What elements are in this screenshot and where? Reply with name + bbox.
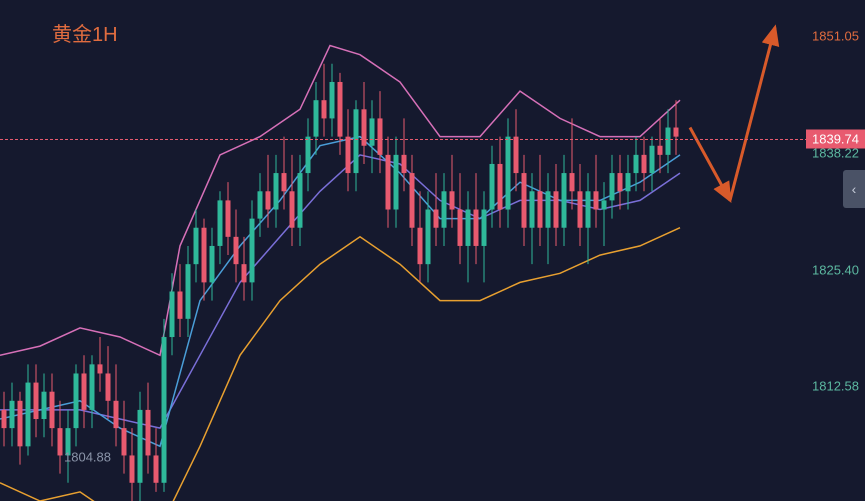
chart-canvas (0, 0, 865, 501)
candlestick-chart: 黄金1H 1851.051838.221825.401812.58 1839.7… (0, 0, 865, 501)
expand-panel-button[interactable]: ‹ (843, 170, 865, 208)
current-price-badge: 1839.74 (806, 130, 865, 149)
y-axis-tick: 1812.58 (812, 379, 859, 394)
chart-title: 黄金1H (52, 18, 118, 47)
y-axis-tick: 1851.05 (812, 28, 859, 43)
current-price-line (0, 139, 808, 140)
chevron-left-icon: ‹ (852, 181, 857, 197)
y-axis-tick: 1825.40 (812, 262, 859, 277)
low-price-label: 1804.88 (64, 449, 111, 464)
